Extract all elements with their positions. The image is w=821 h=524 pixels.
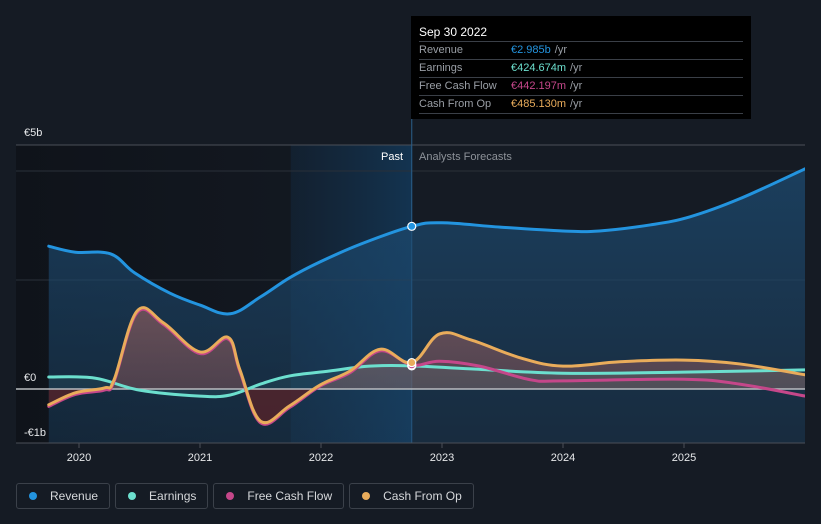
tooltip-value: €485.130m [511,98,567,110]
legend-label: Cash From Op [383,489,462,503]
tooltip: Sep 30 2022 Revenue €2.985b /yr Earnings… [411,16,751,119]
legend: Revenue Earnings Free Cash Flow Cash Fro… [16,483,474,509]
series-lines [16,167,805,426]
legend-item-earnings[interactable]: Earnings [115,483,209,509]
tooltip-unit: /yr [570,80,583,92]
y-tick-top: €5b [24,127,42,139]
past-label: Past [381,151,403,163]
free-cash-flow-dot-icon [226,492,235,500]
tooltip-date: Sep 30 2022 [419,23,743,42]
tooltip-row-earnings: Earnings €424.674m /yr [419,60,743,78]
cash-from-op-dot-icon [362,492,371,500]
tooltip-value: €442.197m [511,80,567,92]
cash-from-op-marker [407,357,417,368]
tooltip-label: Earnings [419,62,463,74]
x-tick-label: 2022 [309,452,333,464]
tooltip-unit: /yr [570,62,583,74]
legend-item-revenue[interactable]: Revenue [16,483,111,509]
tooltip-value: €2.985b [511,44,551,56]
y-tick-zero: €0 [24,372,36,384]
x-tick-label: 2021 [188,452,212,464]
x-axis: 2020 2021 2022 2023 2024 2025 [16,442,805,464]
tooltip-row-revenue: Revenue €2.985b /yr [419,42,743,60]
tooltip-label: Free Cash Flow [419,80,497,92]
tooltip-label: Cash From Op [419,98,492,110]
series-markers [407,221,417,371]
tooltip-row-free-cash-flow: Free Cash Flow €442.197m /yr [419,78,743,96]
earnings-line [47,363,805,399]
x-tick-label: 2023 [430,452,454,464]
tooltip-unit: /yr [554,44,567,56]
y-tick-bottom: -€1b [24,427,46,439]
tooltip-unit: /yr [570,98,583,110]
legend-label: Earnings [149,489,197,503]
revenue-dot-icon [29,492,37,500]
cash-from-op-line [47,306,805,425]
earnings-dot-icon [128,492,137,500]
x-tick-label: 2020 [67,452,91,464]
legend-label: Revenue [50,489,99,503]
tooltip-label: Revenue [419,44,464,56]
x-tick-label: 2025 [672,452,696,464]
tooltip-value: €424.674m [511,62,567,74]
tooltip-row-cash-from-op: Cash From Op €485.130m /yr [419,96,743,114]
forecast-label: Analysts Forecasts [419,151,512,163]
x-tick-label: 2024 [551,452,575,464]
legend-item-free-cash-flow[interactable]: Free Cash Flow [213,483,345,509]
legend-label: Free Cash Flow [247,489,333,503]
axis-labels: €5b €0 -€1b Past Analysts Forecasts [24,127,512,439]
revenue-line [47,167,805,316]
revenue-marker [407,221,417,231]
legend-item-cash-from-op[interactable]: Cash From Op [349,483,474,509]
